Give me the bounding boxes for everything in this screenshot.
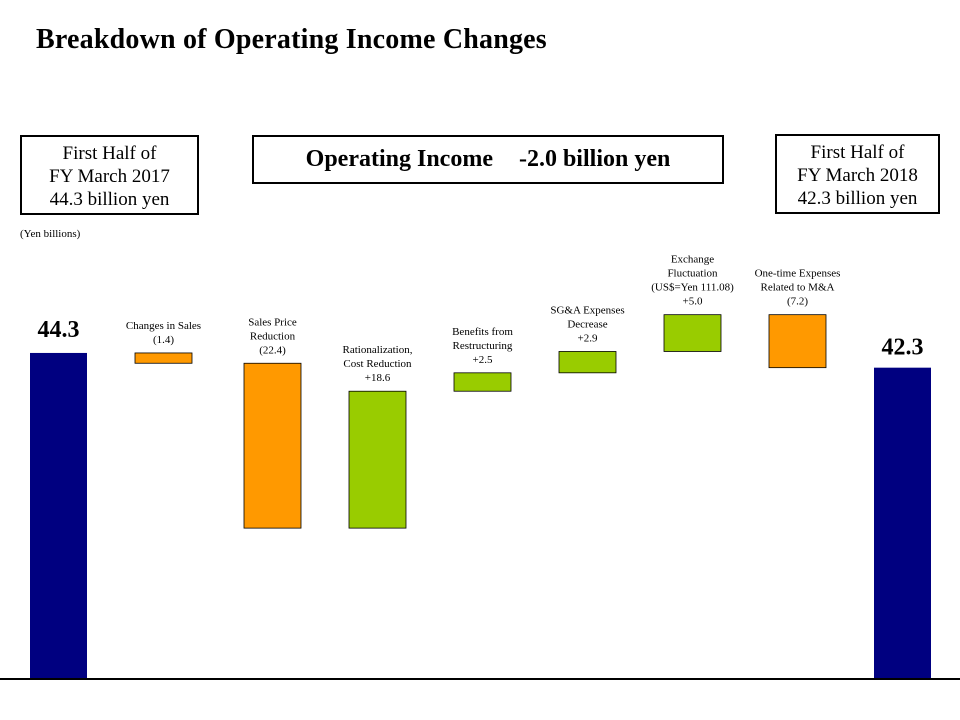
start-period-line-3: 44.3 billion yen xyxy=(49,189,170,210)
step-value-label-2: (22.4) xyxy=(259,344,286,356)
step-category-label-5-1: SG&A Expenses xyxy=(550,304,624,316)
step-bar-3 xyxy=(348,390,407,529)
step-category-label-2-1: Sales Price xyxy=(248,316,297,328)
step-category-label-2-2: Reduction xyxy=(250,330,296,342)
page-title: Breakdown of Operating Income Changes xyxy=(36,24,547,55)
end-value-label: 42.3 xyxy=(882,335,924,361)
step-value-label-1: (1.4) xyxy=(153,334,174,346)
step-value-label-5: +2.9 xyxy=(578,332,598,344)
end-total-bar xyxy=(874,367,931,679)
step-value-label-6: +5.0 xyxy=(683,296,703,308)
start-period-box: First Half of FY March 2017 44.3 billion… xyxy=(20,135,199,215)
end-period-line-3: 42.3 billion yen xyxy=(797,188,918,209)
start-value-label: 44.3 xyxy=(38,317,80,343)
step-value-label-7: (7.2) xyxy=(787,296,808,308)
step-category-label-6-2: Fluctuation xyxy=(667,268,718,280)
step-category-label-3-1: Rationalization, xyxy=(343,344,413,356)
start-period-line-2: FY March 2017 xyxy=(49,166,170,187)
step-category-label-4-2: Restructuring xyxy=(453,340,513,352)
end-period-line-1: First Half of xyxy=(810,142,905,163)
summary-label: Operating Income xyxy=(305,146,493,172)
step-category-label-7-2: Related to M&A xyxy=(761,282,835,294)
step-value-label-4: +2.5 xyxy=(473,354,493,366)
step-category-label-4-1: Benefits from xyxy=(452,326,513,338)
step-category-label-7-1: One-time Expenses xyxy=(755,268,841,280)
summary-value: -2.0 billion yen xyxy=(518,146,671,172)
step-bar-2 xyxy=(243,362,302,529)
operating-income-summary-box: Operating Income -2.0 billion yen xyxy=(252,135,724,184)
step-category-label-6-3: (US$=Yen 111.08) xyxy=(651,282,734,294)
step-category-label-3-2: Cost Reduction xyxy=(343,358,412,370)
step-bar-4 xyxy=(453,372,512,392)
step-bar-6 xyxy=(663,314,722,352)
step-bar-7 xyxy=(768,314,827,369)
start-period-line-1: First Half of xyxy=(62,143,157,164)
end-period-box: First Half of FY March 2018 42.3 billion… xyxy=(775,134,940,214)
step-category-label-1-1: Changes in Sales xyxy=(126,320,201,332)
start-total-bar xyxy=(30,352,87,679)
unit-label: (Yen billions) xyxy=(20,228,81,240)
step-bar-1 xyxy=(134,352,193,364)
end-period-line-2: FY March 2018 xyxy=(797,165,918,186)
step-value-label-3: +18.6 xyxy=(365,372,391,384)
step-category-label-6-1: Exchange xyxy=(671,254,714,266)
step-bar-5 xyxy=(558,351,617,374)
step-category-label-5-2: Decrease xyxy=(567,318,607,330)
